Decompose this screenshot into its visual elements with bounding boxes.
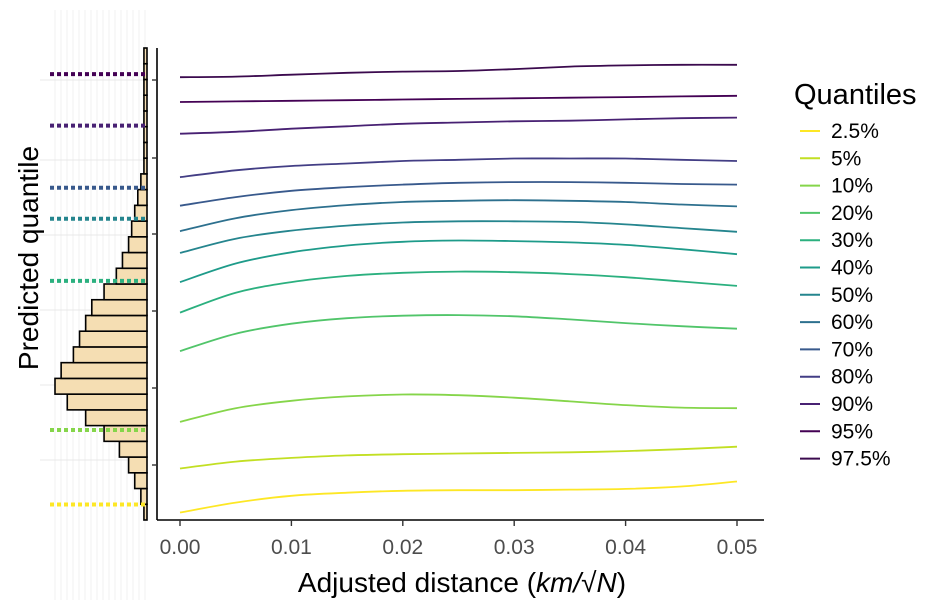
- series-line-80%: [179, 157, 738, 179]
- series-line-10%: [179, 393, 738, 423]
- series-line-95%: [179, 94, 738, 103]
- histogram-bar: [127, 456, 148, 474]
- quantile-lines: [179, 63, 738, 514]
- x-axis-title-math: km/√N: [536, 567, 617, 598]
- x-axis-title-prefix: Adjusted distance (: [298, 567, 537, 598]
- series-line-90%: [179, 116, 738, 135]
- x-tick-label: 0.02: [382, 536, 423, 559]
- histogram-bar: [121, 251, 148, 270]
- histogram-bar: [143, 78, 148, 97]
- histogram-bar: [137, 188, 148, 207]
- histogram-bar: [60, 361, 148, 380]
- histogram-bar: [143, 47, 148, 65]
- quantile-markers: [50, 72, 148, 507]
- legend-label-60%: 60%: [831, 311, 873, 334]
- series-line-2.5%: [179, 480, 738, 514]
- histogram-bar: [84, 409, 148, 427]
- x-tick-label: 0.03: [494, 536, 535, 559]
- y-axis-title: Predicted quantile: [13, 146, 44, 370]
- legend-label-90%: 90%: [831, 393, 873, 416]
- series-line-50%: [179, 220, 738, 254]
- histogram-bar: [91, 298, 148, 317]
- histogram-bar: [72, 346, 148, 364]
- histogram-bar: [143, 157, 148, 175]
- legend-label-10%: 10%: [831, 175, 873, 198]
- x-tick-label: 0.04: [605, 536, 646, 559]
- series-line-30%: [179, 270, 738, 314]
- histogram-bar: [143, 125, 148, 144]
- series-line-97.5%: [179, 63, 738, 79]
- histogram-bar: [130, 220, 148, 238]
- legend-title: Quantiles: [794, 79, 917, 111]
- histogram-bar: [143, 141, 148, 159]
- histogram-bar: [140, 487, 148, 506]
- series-line-60%: [179, 199, 738, 233]
- histogram-bar: [84, 314, 148, 333]
- legend-label-2.5%: 2.5%: [831, 120, 879, 143]
- x-tick-label: 0.01: [271, 536, 312, 559]
- histogram-bar: [103, 283, 148, 301]
- histogram-bar: [133, 471, 148, 490]
- marginal-histogram: [54, 47, 148, 521]
- x-axis-title: Adjusted distance (km/√N): [298, 567, 626, 598]
- legend-label-95%: 95%: [831, 420, 873, 443]
- x-axis-title-suffix: ): [617, 567, 626, 598]
- histogram-bar: [78, 330, 148, 348]
- histogram-bar: [118, 440, 148, 458]
- series-line-20%: [179, 314, 738, 352]
- axes: [152, 48, 764, 521]
- legend-label-40%: 40%: [831, 257, 873, 280]
- legend-label-97.5%: 97.5%: [831, 448, 891, 471]
- legend-label-80%: 80%: [831, 366, 873, 389]
- series-line-40%: [179, 239, 738, 283]
- series-line-70%: [179, 181, 738, 207]
- legend-label-70%: 70%: [831, 338, 873, 361]
- legend-label-50%: 50%: [831, 284, 873, 307]
- histogram-bar: [143, 94, 148, 112]
- x-tick-label: 0.05: [717, 536, 758, 559]
- histogram-bar: [54, 377, 148, 395]
- x-axis-ticks: 0.00 0.01 0.02 0.03 0.04 0.05: [160, 520, 758, 559]
- histogram-bar: [143, 62, 148, 81]
- legend-label-20%: 20%: [831, 202, 873, 225]
- x-tick-label: 0.00: [160, 536, 201, 559]
- legend-label-30%: 30%: [831, 229, 873, 252]
- legend-label-5%: 5%: [831, 147, 861, 170]
- legend: 2.5% 5% 10% 20% 30% 40% 50% 60% 70% 80% 90% 95% 97.5…: [800, 120, 891, 471]
- histogram-bar: [103, 424, 148, 443]
- histogram-bar: [127, 236, 148, 254]
- histogram-bar: [66, 393, 148, 411]
- series-line-5%: [179, 445, 738, 470]
- histogram-bar: [143, 503, 148, 521]
